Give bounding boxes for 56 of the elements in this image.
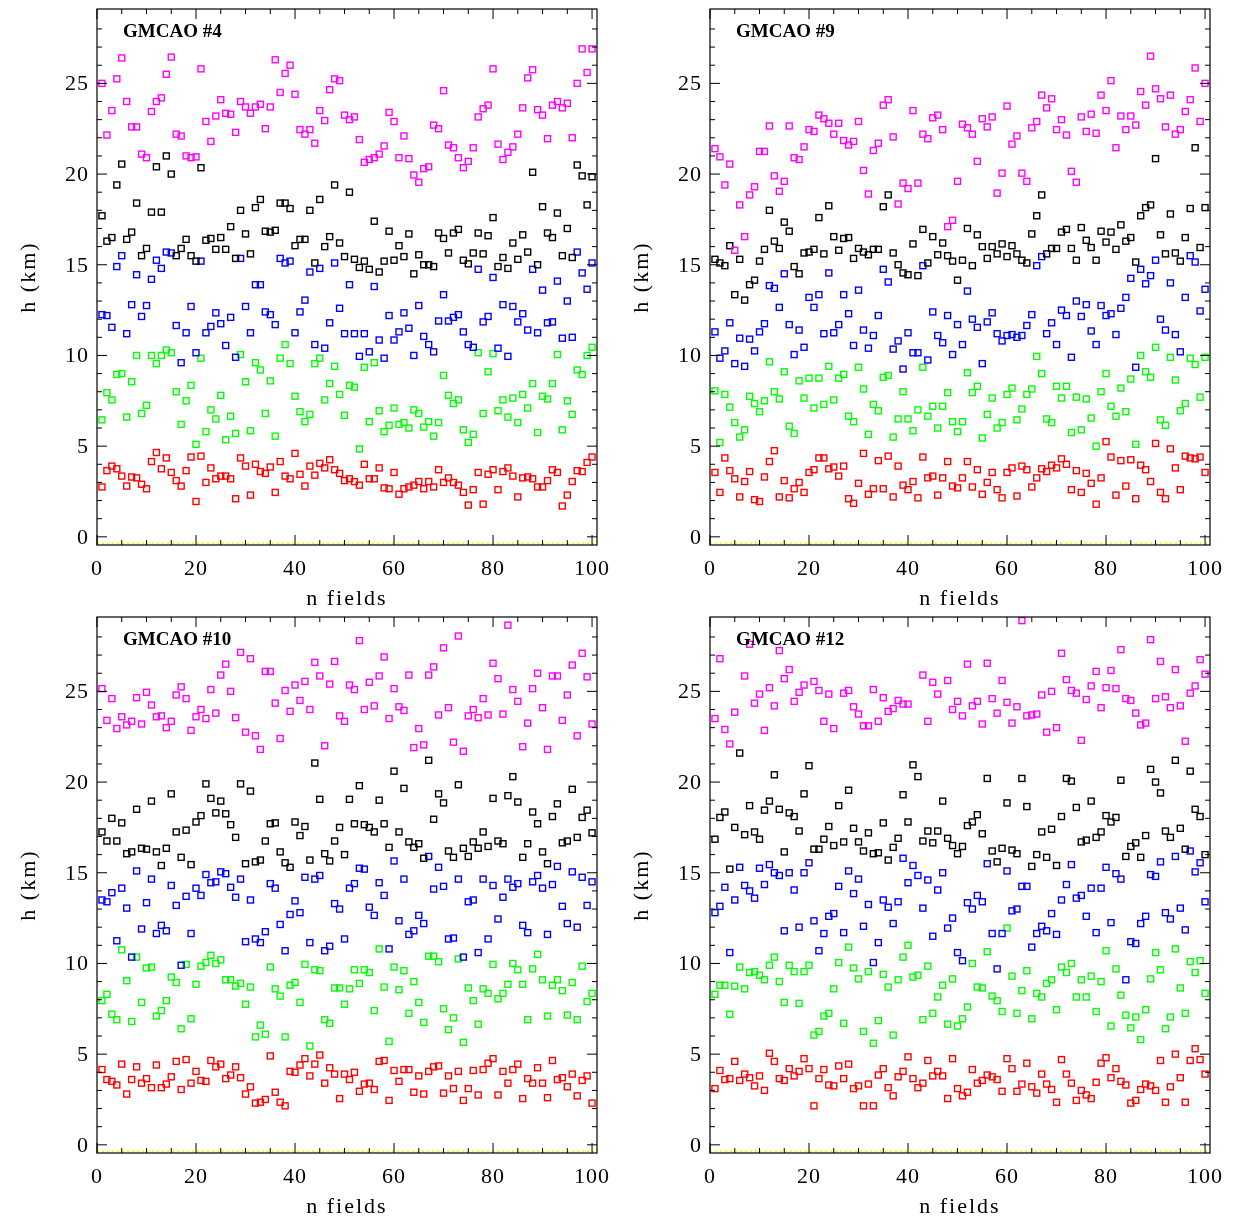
y-tick-label: 20 [678, 769, 702, 795]
x-tick-label: 60 [995, 555, 1020, 580]
x-tick-label: 20 [184, 555, 209, 580]
y-tick-label: 15 [678, 859, 702, 885]
y-tick-label: 25 [65, 678, 89, 704]
x-tick-label: 80 [481, 1163, 506, 1188]
y-tick-label: 0 [77, 1131, 89, 1157]
y-tick-label: 0 [690, 523, 702, 549]
x-tick-label: 60 [382, 555, 407, 580]
y-tick-label: 0 [690, 1131, 702, 1157]
y-axis-title: h (km) [628, 241, 653, 313]
y-tick-label: 5 [77, 433, 89, 459]
y-tick-label: 10 [678, 342, 702, 368]
y-tick-label: 5 [690, 1041, 702, 1067]
x-tick-label: 100 [1187, 555, 1224, 580]
y-tick-label: 15 [65, 251, 89, 277]
x-tick-label: 40 [896, 1163, 921, 1188]
x-axis-title: n fields [919, 585, 1001, 610]
x-tick-label: 80 [481, 555, 506, 580]
y-tick-label: 25 [65, 70, 89, 96]
y-tick-label: 5 [690, 433, 702, 459]
y-tick-label: 20 [65, 161, 89, 187]
x-tick-label: 40 [283, 555, 308, 580]
y-axis-title: h (km) [628, 849, 653, 921]
y-tick-label: 25 [678, 70, 702, 96]
text: GMCAO #4 [123, 20, 223, 41]
y-tick-label: 20 [65, 769, 89, 795]
x-tick-label: 40 [283, 1163, 308, 1188]
x-axis-title: n fields [306, 1193, 388, 1217]
x-axis-title: n fields [306, 585, 388, 610]
y-tick-label: 5 [77, 1041, 89, 1067]
x-tick-label: 20 [797, 555, 822, 580]
x-tick-label: 20 [184, 1163, 209, 1188]
x-tick-label: 60 [995, 1163, 1020, 1188]
x-axis-title: n fields [919, 1193, 1001, 1217]
x-tick-label: 100 [574, 555, 611, 580]
y-tick-label: 10 [65, 950, 89, 976]
y-axis-title: h (km) [15, 849, 40, 921]
y-tick-label: 10 [678, 950, 702, 976]
y-tick-label: 15 [65, 859, 89, 885]
x-tick-label: 40 [896, 555, 921, 580]
y-tick-label: 10 [65, 342, 89, 368]
y-tick-label: 15 [678, 251, 702, 277]
y-tick-label: 0 [77, 523, 89, 549]
text: GMCAO #10 [123, 628, 232, 649]
y-tick-label: 20 [678, 161, 702, 187]
x-tick-label: 80 [1094, 555, 1119, 580]
y-tick-label: 25 [678, 678, 702, 704]
x-tick-label: 60 [382, 1163, 407, 1188]
x-tick-label: 20 [797, 1163, 822, 1188]
text: GMCAO #9 [736, 20, 835, 41]
x-tick-label: 100 [1187, 1163, 1224, 1188]
x-tick-label: 80 [1094, 1163, 1119, 1188]
y-axis-title: h (km) [15, 241, 40, 313]
x-tick-label: 100 [574, 1163, 611, 1188]
text: GMCAO #12 [736, 628, 845, 649]
